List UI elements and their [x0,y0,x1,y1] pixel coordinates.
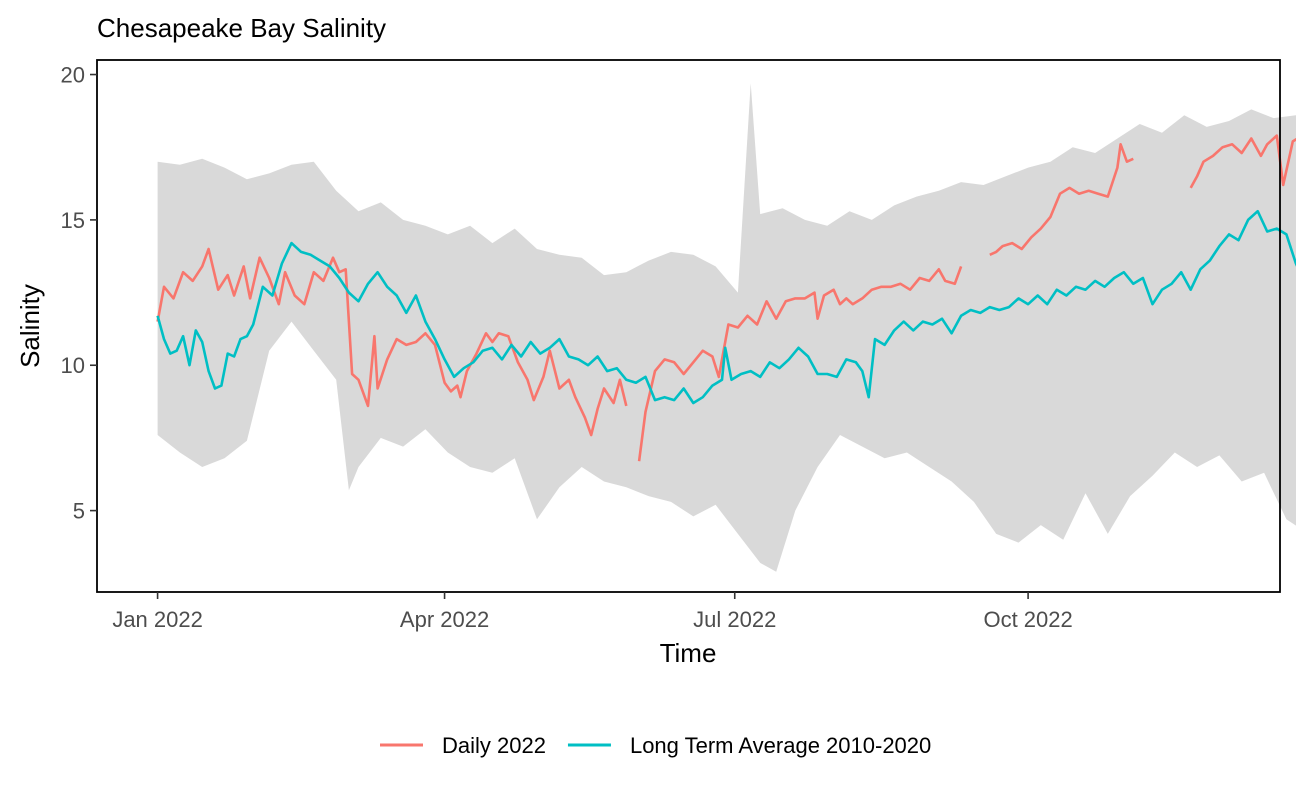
x-tick-label: Jan 2022 [112,607,203,632]
y-axis: 5 10 15 20 [61,63,97,524]
y-tick-label: 10 [61,353,85,378]
x-tick-label: Oct 2022 [983,607,1072,632]
series-layer [156,134,1296,462]
y-tick-label: 15 [61,208,85,233]
y-tick-label: 5 [73,499,85,524]
series-line-long-term-average [156,209,1296,405]
x-axis-title: Time [660,638,717,668]
chart-title: Chesapeake Bay Salinity [97,13,386,43]
legend-label-daily-2022: Daily 2022 [442,733,546,758]
y-axis-title: Salinity [15,284,45,368]
series-line-daily-2022 [156,134,1296,462]
y-tick-label: 20 [61,63,85,88]
legend: Daily 2022 Long Term Average 2010-2020 [380,733,931,758]
x-tick-label: Jul 2022 [693,607,776,632]
legend-label-long-term-average: Long Term Average 2010-2020 [630,733,931,758]
plot-border [96,59,1281,593]
x-axis: Jan 2022 Apr 2022 Jul 2022 Oct 2022 [112,592,1073,632]
x-tick-label: Apr 2022 [400,607,489,632]
